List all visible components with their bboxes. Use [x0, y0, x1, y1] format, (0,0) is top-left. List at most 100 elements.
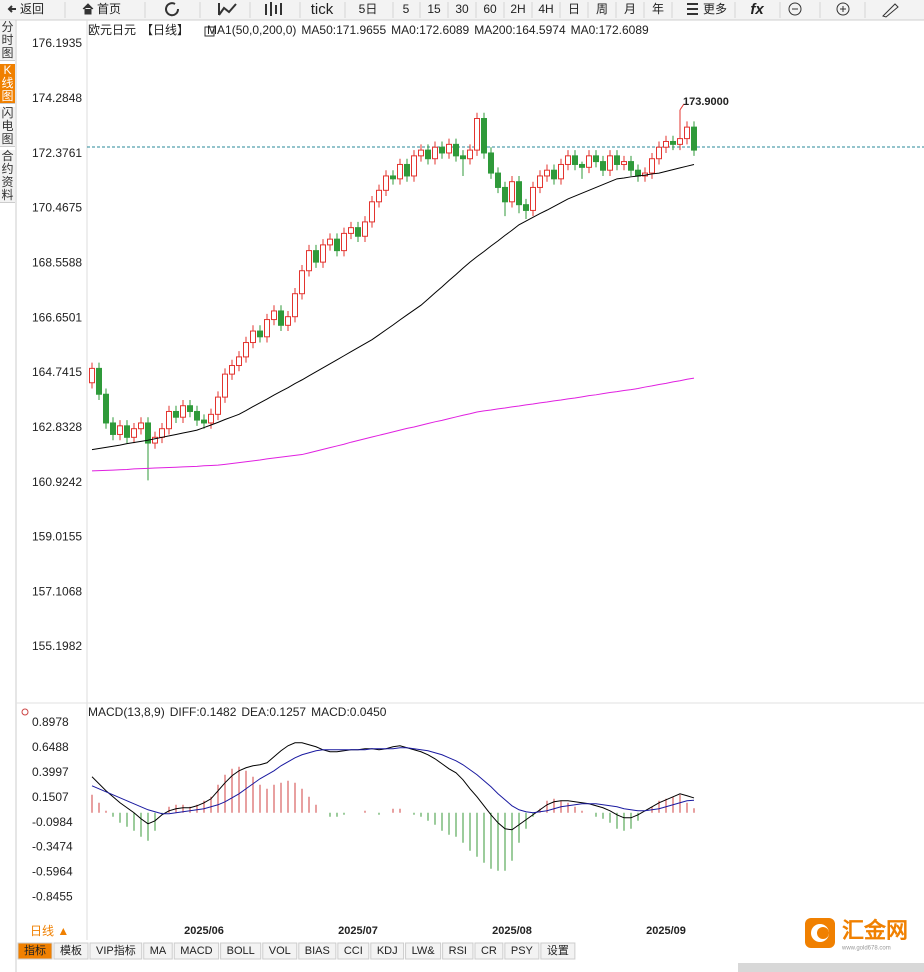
candle-body — [607, 155, 613, 171]
tab[interactable]: CR — [481, 945, 497, 957]
back-button[interactable]: 返回 — [20, 2, 44, 16]
home-button[interactable]: 首页 — [97, 2, 121, 16]
sidebar-tab[interactable]: K线图 — [0, 63, 15, 104]
tab-bg[interactable] — [504, 942, 540, 960]
tab-bg[interactable] — [220, 942, 262, 960]
tab[interactable]: KDJ — [377, 945, 398, 957]
candle-body — [285, 316, 291, 326]
tab[interactable]: PSY — [511, 945, 534, 957]
candle-body — [579, 163, 585, 168]
scrollbar[interactable] — [738, 963, 924, 972]
tab-bg[interactable] — [53, 942, 89, 960]
period-button[interactable]: 日 — [568, 2, 580, 16]
legend-entry: 【日线】 — [141, 23, 189, 37]
macd-line — [91, 747, 695, 815]
period-button[interactable]: 30 — [455, 2, 469, 16]
candle-body — [306, 250, 312, 272]
period-label[interactable]: 日线 ▲ — [30, 924, 69, 938]
tab[interactable]: 指标 — [24, 943, 46, 957]
period-button[interactable]: 4H — [538, 2, 553, 16]
candle-body — [635, 169, 641, 177]
tab[interactable]: BIAS — [305, 945, 330, 957]
legend-entry: DIFF:0.1482 — [170, 705, 237, 719]
y-tick-label: 0.8978 — [32, 715, 69, 729]
candle-body — [292, 293, 298, 318]
period-button[interactable]: 15 — [427, 2, 441, 16]
candle-body — [96, 367, 102, 395]
tab-bg[interactable] — [89, 942, 143, 960]
candle-body — [250, 330, 256, 344]
kline-icon[interactable] — [265, 2, 282, 16]
period-button[interactable]: 2H — [510, 2, 525, 16]
line-chart-icon[interactable] — [218, 3, 237, 16]
tab-bg[interactable] — [298, 942, 337, 960]
candle-body — [117, 425, 123, 435]
period-button[interactable]: 5 — [403, 2, 410, 16]
candle-body — [264, 319, 270, 338]
candle-body — [271, 310, 277, 321]
candle-body — [215, 396, 221, 415]
y-tick-label: 164.7415 — [32, 365, 82, 379]
refresh-icon[interactable] — [165, 2, 180, 17]
tab[interactable]: VOL — [269, 945, 291, 957]
candle-body — [103, 393, 109, 424]
tab-bg[interactable] — [540, 942, 576, 960]
candle-body — [180, 405, 186, 418]
y-tick-label: 0.1507 — [32, 790, 69, 804]
back-icon — [7, 5, 16, 13]
candle-body — [544, 169, 550, 177]
sidebar-tab[interactable]: 闪电图 — [0, 106, 15, 147]
candle-body — [159, 428, 165, 438]
tab-bg[interactable] — [442, 942, 474, 960]
candle-body — [677, 138, 683, 145]
candle-body — [257, 330, 263, 338]
candle-body — [222, 373, 228, 398]
tab-bg[interactable] — [262, 942, 298, 960]
pencil-icon[interactable] — [882, 3, 899, 18]
tab-bg[interactable] — [370, 942, 405, 960]
period-button[interactable]: 60 — [483, 2, 497, 16]
tab-bg[interactable] — [405, 942, 442, 960]
candle-body — [152, 436, 158, 444]
tab[interactable]: 模板 — [60, 943, 82, 957]
tab-bg[interactable] — [17, 942, 53, 960]
period-button[interactable]: 月 — [624, 2, 636, 16]
tab[interactable]: MA — [150, 945, 167, 957]
period-button[interactable]: 5日 — [359, 2, 378, 16]
candle-body — [628, 161, 634, 171]
tab[interactable]: MACD — [180, 945, 212, 957]
tab[interactable]: LW& — [412, 945, 436, 957]
tab-bg[interactable] — [337, 942, 370, 960]
tab[interactable]: BOLL — [227, 945, 255, 957]
more-button[interactable]: 更多 — [703, 2, 727, 16]
legend-entry: MACD:0.0450 — [311, 705, 387, 719]
y-tick-label: 155.1982 — [32, 639, 82, 653]
zoom-in[interactable] — [836, 2, 850, 16]
tab[interactable]: RSI — [449, 945, 467, 957]
y-tick-label: -0.3474 — [32, 840, 73, 854]
tab[interactable]: 设置 — [547, 944, 569, 957]
candle-body — [320, 244, 326, 263]
tab[interactable]: VIP指标 — [96, 943, 136, 957]
candle-body — [432, 146, 438, 160]
period-button[interactable]: 周 — [596, 2, 608, 16]
y-tick-label: 0.3997 — [32, 765, 69, 779]
tab-bg[interactable] — [173, 942, 220, 960]
y-tick-label: 176.1935 — [32, 36, 82, 50]
max-label: 173.9000 — [683, 96, 729, 108]
zoom-out[interactable] — [788, 2, 802, 16]
sidebar-tab[interactable]: 合约资料 — [0, 149, 15, 203]
tab[interactable]: CCI — [344, 945, 363, 957]
candle-body — [600, 161, 606, 171]
sidebar-tab[interactable]: 分时图 — [0, 20, 15, 61]
tab-bg[interactable] — [474, 942, 504, 960]
tick-button[interactable]: tick — [311, 1, 334, 18]
fx-button[interactable]: fx — [750, 1, 764, 18]
tab-bg[interactable] — [143, 942, 173, 960]
period-button[interactable]: 年 — [652, 2, 664, 16]
macd-settings-icon[interactable] — [21, 708, 29, 716]
y-tick-label: 174.2848 — [32, 91, 82, 105]
candle-body — [124, 425, 130, 438]
candle-body — [474, 118, 480, 151]
